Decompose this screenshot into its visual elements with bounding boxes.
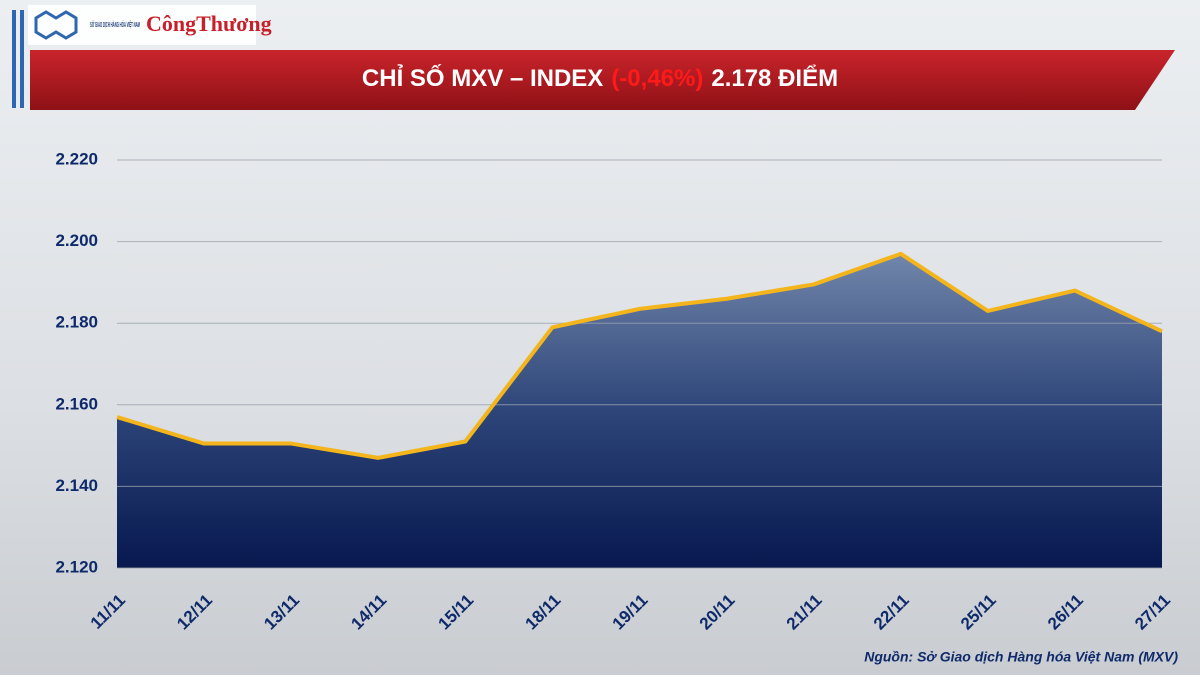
title-part: CHỈ SỐ MXV – INDEX [362,63,603,92]
logo-paper: CôngThương [146,11,272,36]
source: Nguồn: Sở Giao dịch Hàng hóa Việt Nam (M… [864,649,1178,665]
y-tick-label: 2.180 [55,313,98,332]
chart-title: CHỈ SỐ MXV – INDEX (-0,46%) 2.178 ĐIỂM [362,63,838,92]
y-tick-label: 2.220 [55,149,98,168]
stripe [12,10,16,108]
title-part: (-0,46%) [611,65,703,92]
y-tick-label: 2.200 [55,231,98,250]
logo-org: SỞ GIAO DỊCH HÀNG HÓA VIỆT NAM [90,20,140,29]
logo-icon [34,10,78,40]
area-fill [117,253,1162,568]
y-tick-label: 2.160 [55,394,98,413]
y-tick-label: 2.120 [55,557,98,576]
line [116,251,1163,460]
y-tick-label: 2.140 [55,476,98,495]
title-banner [30,50,1175,110]
stripe [20,10,24,108]
title-part: 2.178 ĐIỂM [711,64,838,92]
